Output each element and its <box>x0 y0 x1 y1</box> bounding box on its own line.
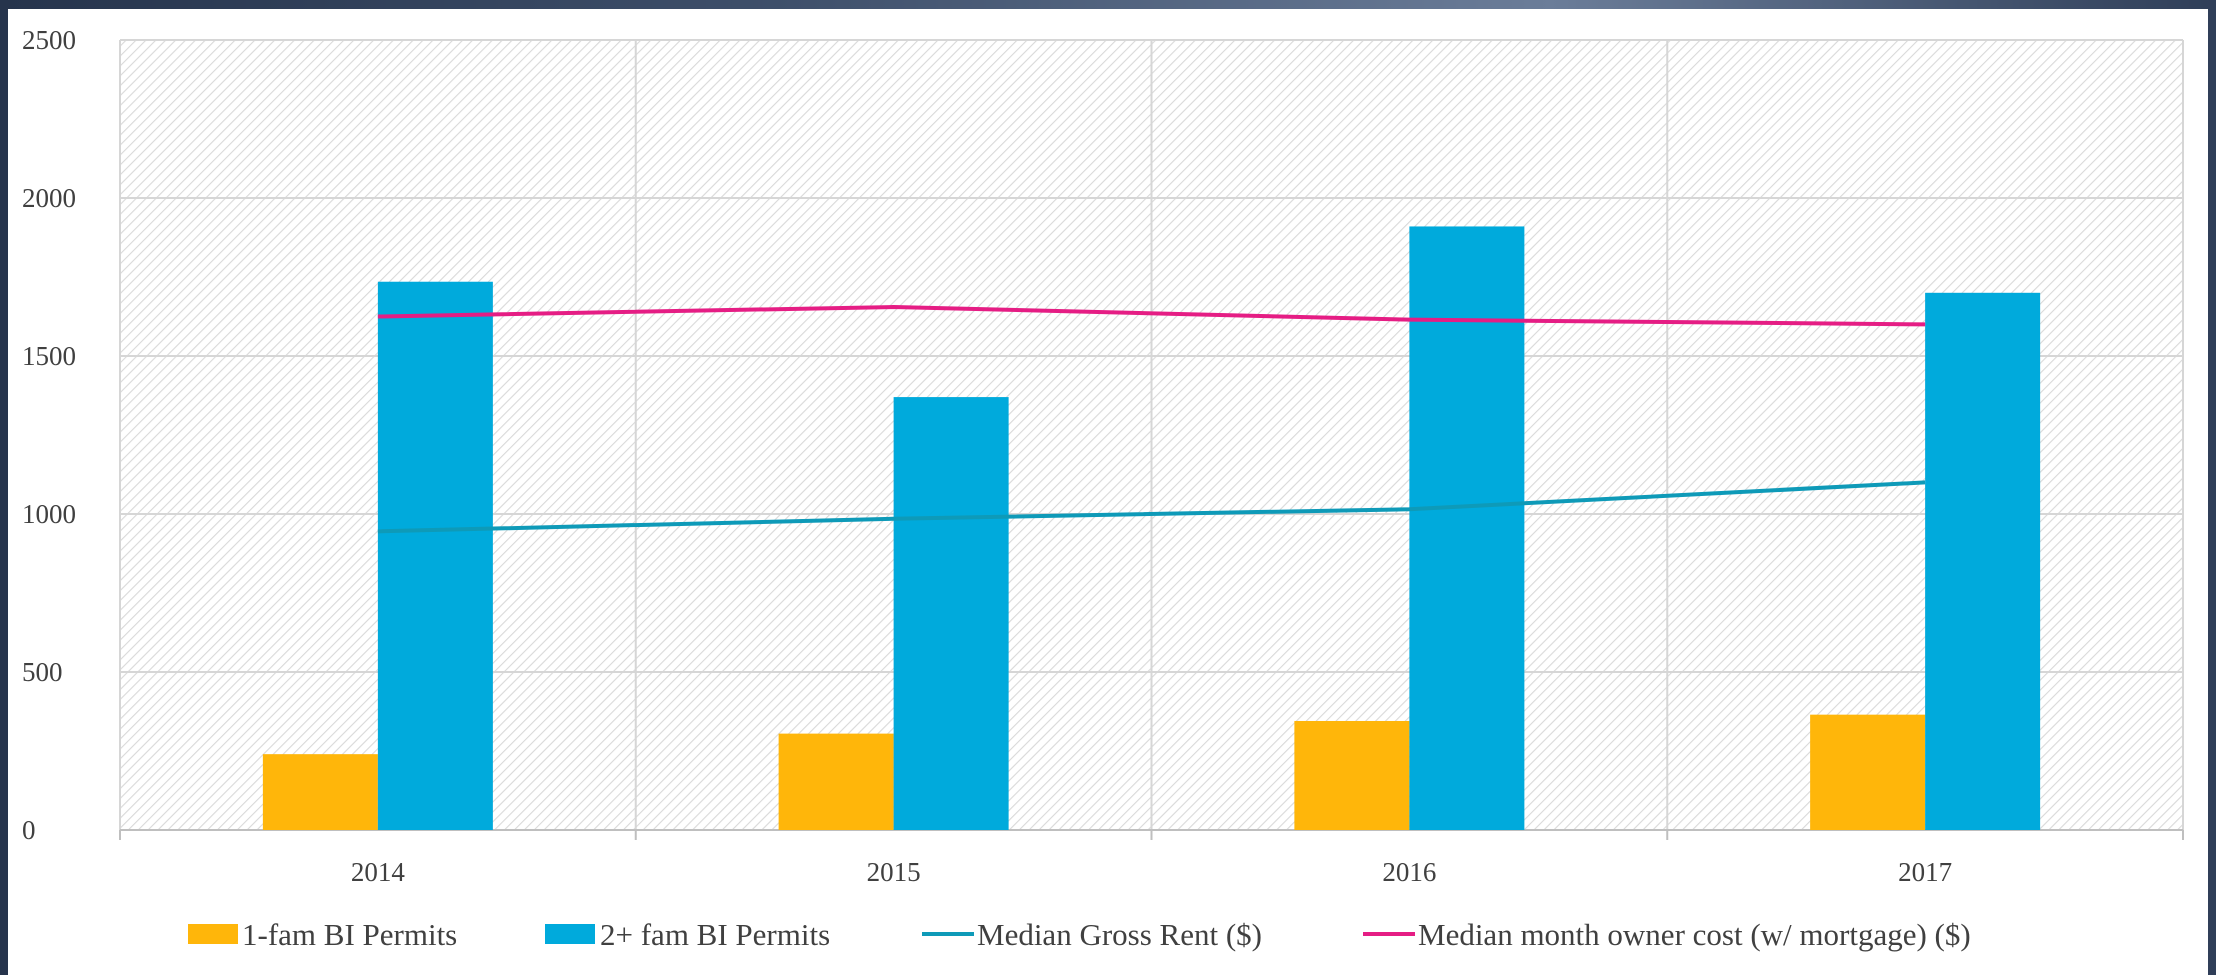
y-tick-label: 1500 <box>22 341 76 371</box>
x-tick-label: 2016 <box>1382 857 1436 887</box>
combo-chart: 0 500 1000 1500 2000 2500 2014 2015 2016 2017 1-f… <box>22 25 2184 952</box>
x-tick-label: 2017 <box>1898 857 1952 887</box>
y-tick-label: 2000 <box>22 183 76 213</box>
y-tick-label: 500 <box>22 657 63 687</box>
y-tick-label: 0 <box>22 815 36 845</box>
legend-label: 2+ fam BI Permits <box>600 917 830 952</box>
bar <box>1409 226 1525 830</box>
legend-label: Median month owner cost (w/ mortgage) ($… <box>1418 917 1971 952</box>
x-tick-label: 2015 <box>867 857 921 887</box>
bar <box>1294 720 1410 830</box>
legend-swatch <box>188 924 238 944</box>
y-tick-label: 1000 <box>22 499 76 529</box>
bars <box>262 226 2041 830</box>
bar <box>262 754 378 830</box>
tick-labels: 0 500 1000 1500 2000 2500 2014 2015 2016 2017 <box>22 25 1952 887</box>
legend: 1-fam BI Permits 2+ fam BI Permits Median … <box>188 917 1971 952</box>
axes <box>119 829 2184 840</box>
series-line <box>377 480 1926 534</box>
lines <box>377 305 1926 534</box>
legend-label: 1-fam BI Permits <box>242 917 457 952</box>
legend-swatch <box>545 924 595 944</box>
bar <box>377 281 493 830</box>
x-tick-label: 2014 <box>351 857 406 887</box>
chart-panel: 0 500 1000 1500 2000 2500 2014 2015 2016 2017 1-f… <box>8 9 2208 975</box>
bar <box>778 733 894 830</box>
bar <box>1925 292 2041 830</box>
y-tick-label: 2500 <box>22 25 76 55</box>
bar <box>893 397 1009 830</box>
legend-label: Median Gross Rent ($) <box>977 917 1262 952</box>
series-line <box>377 305 1926 327</box>
bar <box>1810 714 1926 830</box>
